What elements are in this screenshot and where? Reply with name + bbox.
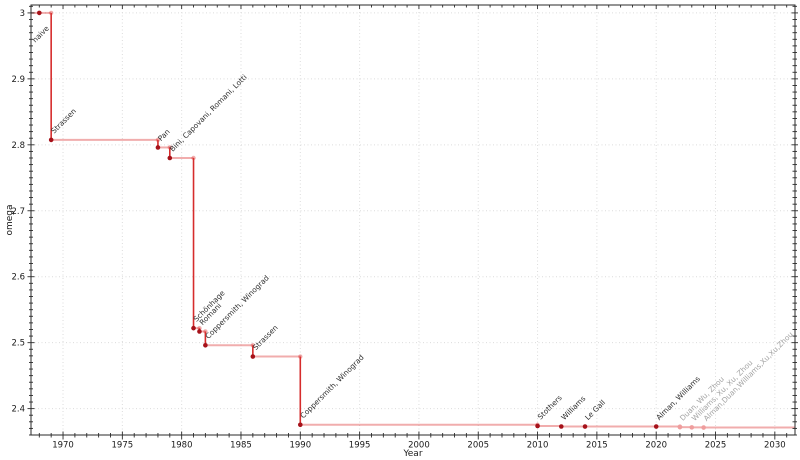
x-tick-label: 1980 xyxy=(171,441,193,451)
x-tick-label: 2020 xyxy=(645,441,667,451)
data-point-marker xyxy=(191,325,196,331)
step-corner-marker xyxy=(48,10,54,16)
axes-layer: 1970 1975 1980 1985 1990 1995 2000 2005 2010 2015… xyxy=(11,4,798,451)
data-point-marker xyxy=(701,425,706,430)
x-tick-label: 2015 xyxy=(586,441,608,451)
x-tick-label: 2005 xyxy=(467,441,489,451)
algorithm-label: Coppersmith, Winograd xyxy=(298,353,365,420)
y-tick-label: 2.8 xyxy=(11,141,25,151)
algorithm-label: Strassen xyxy=(251,323,280,352)
y-tick-label: 3 xyxy=(20,9,25,19)
step-corner-marker xyxy=(155,137,161,143)
x-tick-label: 2025 xyxy=(705,441,727,451)
step-corner-marker xyxy=(197,325,202,331)
data-point-marker xyxy=(155,145,161,150)
data-point-marker xyxy=(558,424,564,429)
x-tick-label: 2000 xyxy=(408,441,430,451)
algorithm-label: Williams, Xu, Xu, Zhou xyxy=(690,358,755,423)
step-corner-marker xyxy=(167,145,173,150)
data-point-marker xyxy=(689,425,695,430)
step-corner-marker xyxy=(250,343,256,348)
algorithm-label: Bini, Capovani, Romani, Lotti xyxy=(168,73,249,154)
data-point-marker xyxy=(203,343,208,348)
algorithm-label: Le Gall xyxy=(583,398,607,422)
data-point-marker xyxy=(653,424,659,429)
x-tick-label: 1995 xyxy=(349,441,371,451)
y-tick-label: 2.5 xyxy=(11,339,25,349)
y-tick-label: 2.9 xyxy=(11,75,25,85)
algorithm-label: Strassen xyxy=(49,107,78,136)
data-point-marker xyxy=(48,137,54,143)
data-point-marker xyxy=(37,10,42,16)
y-tick-label: 2.7 xyxy=(11,207,25,217)
x-tick-label: 1990 xyxy=(289,441,311,451)
data-point-marker xyxy=(197,329,202,334)
grid-layer xyxy=(31,5,795,435)
data-point-marker xyxy=(677,424,683,430)
step-corner-marker xyxy=(191,155,196,161)
x-tick-label: 2030 xyxy=(764,441,786,451)
data-point-marker xyxy=(250,354,256,359)
y-tick-label: 2.6 xyxy=(11,273,25,283)
x-tick-label: 2010 xyxy=(527,441,549,451)
data-point-marker xyxy=(582,424,588,429)
data-point-marker xyxy=(167,155,173,161)
algorithm-label: naive xyxy=(30,24,51,45)
x-tick-label: 1985 xyxy=(230,441,252,451)
data-point-marker xyxy=(535,423,540,429)
x-tick-label: 1975 xyxy=(112,441,134,451)
plot-border xyxy=(30,4,796,436)
x-tick-label: 1970 xyxy=(52,441,74,451)
step-corner-marker xyxy=(203,329,208,334)
y-tick-label: 2.4 xyxy=(11,405,25,415)
y-axis-title: omega xyxy=(5,204,15,235)
step-corner-marker xyxy=(298,354,303,359)
algorithm-label: Williams xyxy=(559,394,587,422)
x-axis-title: Year xyxy=(402,449,422,459)
data-point-marker xyxy=(297,422,303,428)
omega-step-series xyxy=(31,10,795,430)
